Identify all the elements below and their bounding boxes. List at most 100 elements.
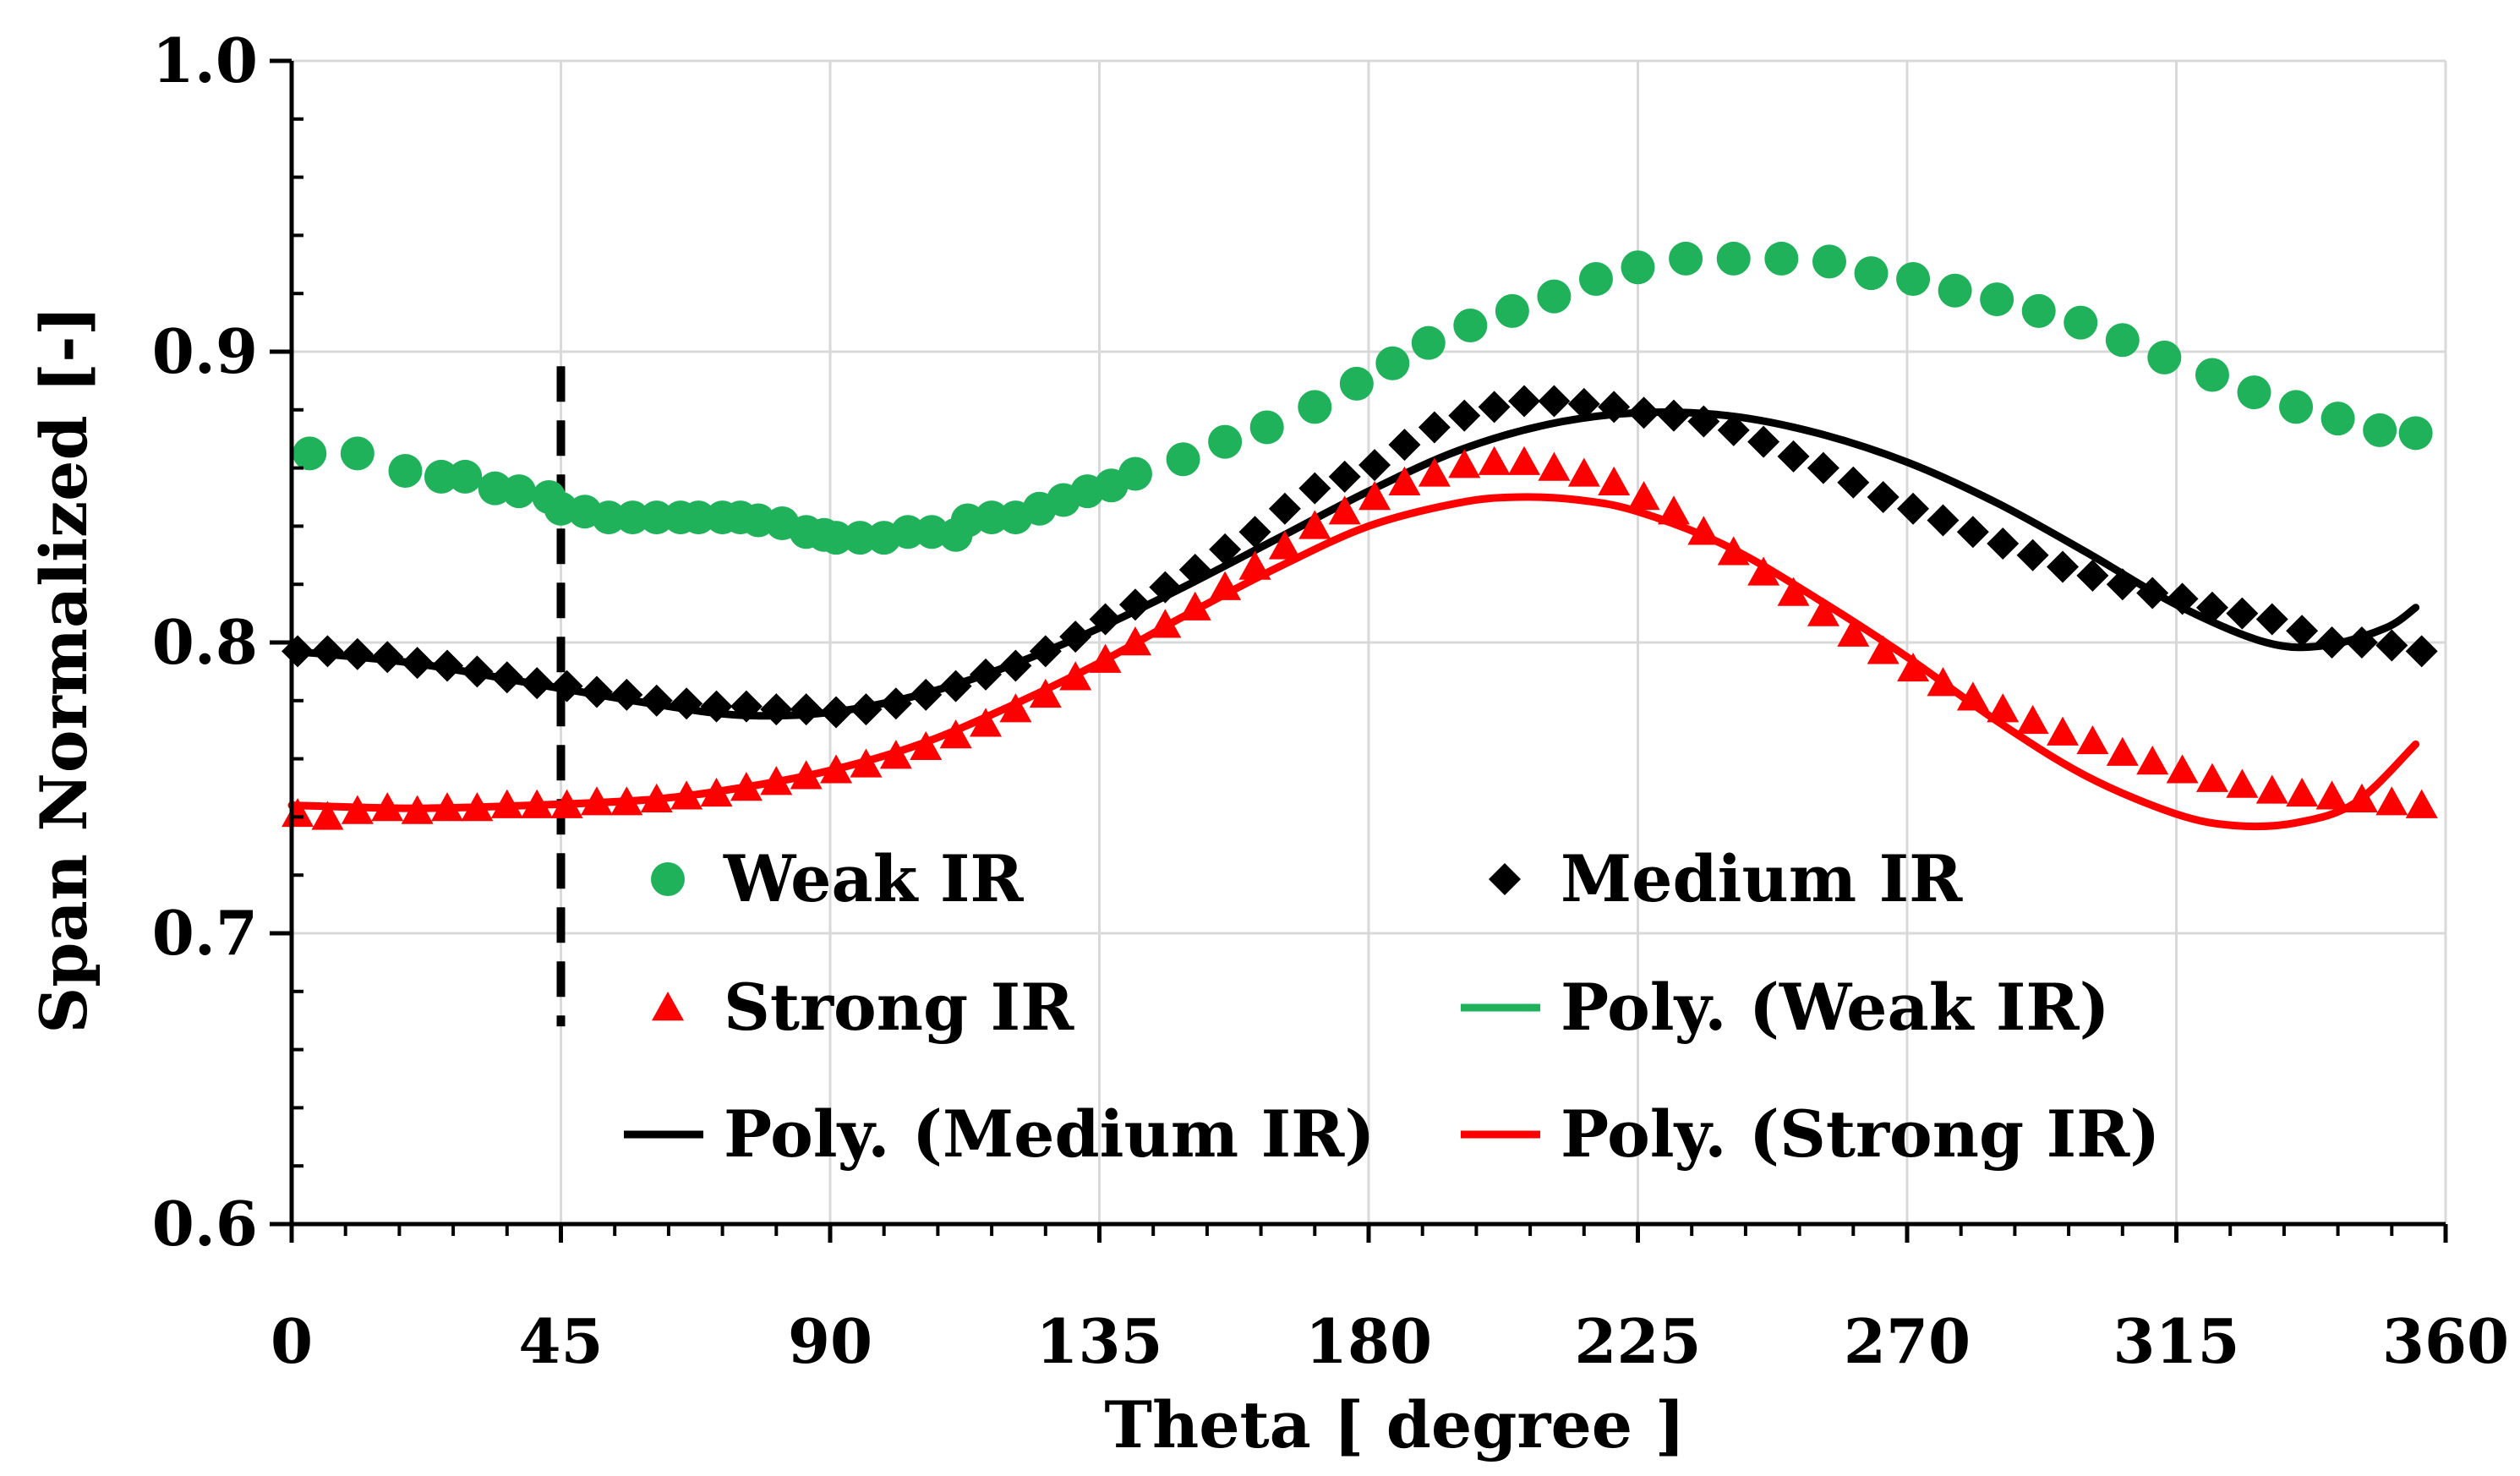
strong-ir-point — [1508, 446, 1541, 475]
weak-ir-point — [2363, 413, 2397, 447]
strong-ir-point — [1238, 550, 1271, 580]
weak-ir-point — [1716, 241, 1751, 276]
medium-ir-point — [970, 658, 1003, 691]
strong-ir-point — [1956, 681, 1989, 711]
strong-ir-point — [371, 792, 404, 822]
strong-ir-point — [2255, 774, 2288, 804]
medium-ir-point — [2226, 597, 2259, 630]
medium-ir-point — [730, 690, 763, 723]
weak-ir-point — [1118, 456, 1152, 491]
strong-ir-point — [1777, 577, 1810, 606]
medium-ir-point — [1807, 451, 1839, 484]
weak-ir-point — [1495, 293, 1529, 328]
strong-ir-point — [1298, 510, 1331, 539]
weak-ir-point — [1669, 241, 1703, 276]
medium-ir-point — [850, 693, 883, 726]
medium-ir-point — [1448, 399, 1481, 432]
medium-ir-point — [401, 647, 434, 680]
strong-ir-point — [640, 783, 673, 812]
medium-ir-point — [1059, 620, 1092, 653]
medium-ir-point — [820, 696, 853, 729]
trendline-poly-strong-ir — [287, 493, 2420, 831]
strong-ir-point — [1268, 530, 1301, 560]
x-tick-label: 0 — [271, 1305, 313, 1377]
medium-ir-point — [1238, 516, 1271, 549]
medium-ir-point — [2195, 591, 2228, 624]
medium-ir-point — [580, 675, 613, 708]
weak-ir-point — [1578, 262, 1613, 296]
medium-ir-point — [550, 670, 583, 702]
legend-swatch-weak-ir — [651, 862, 685, 896]
data-marks — [282, 241, 2438, 830]
medium-ir-point — [1149, 571, 1182, 604]
strong-ir-point — [730, 772, 763, 801]
strong-ir-point — [1538, 451, 1571, 481]
medium-ir-point — [2375, 629, 2408, 662]
strong-ir-point — [1118, 626, 1151, 656]
strong-ir-point — [2195, 763, 2228, 792]
weak-ir-point — [292, 436, 327, 471]
legend: Weak IR Medium IR Strong IR Poly. (Weak IR)… — [624, 841, 2160, 1172]
x-tick-label: 270 — [1844, 1305, 1971, 1377]
y-tick-label: 0.9 — [152, 315, 258, 387]
weak-ir-point — [501, 474, 536, 509]
strong-ir-point — [2345, 783, 2378, 812]
medium-ir-point — [879, 687, 912, 720]
medium-ir-point — [1657, 399, 1690, 432]
strong-ir-point — [820, 754, 853, 784]
medium-ir-point — [1418, 411, 1451, 444]
medium-ir-point — [341, 637, 374, 670]
weak-ir-point — [2279, 390, 2314, 424]
strong-ir-point — [1627, 481, 1660, 511]
weak-ir-point — [1208, 424, 1243, 459]
weak-ir-point — [1249, 410, 1284, 445]
medium-ir-point — [1538, 385, 1571, 418]
medium-ir-point — [1388, 429, 1421, 462]
strong-ir-point — [311, 801, 344, 830]
strong-ir-point — [580, 786, 613, 816]
weak-ir-point — [819, 521, 854, 555]
medium-ir-point — [1358, 449, 1391, 482]
weak-ir-point — [639, 500, 674, 535]
strong-ir-point — [1837, 617, 1870, 647]
strong-ir-point — [1059, 661, 1092, 691]
medium-ir-point — [1987, 528, 2020, 560]
medium-ir-point — [371, 641, 404, 674]
strong-ir-point — [700, 777, 733, 807]
strong-ir-point — [1388, 466, 1421, 495]
y-axis-title: Span Normalized [-] — [26, 305, 101, 1033]
legend-label-poly-medium-ir: Poly. (Medium IR) — [724, 1096, 1375, 1172]
weak-ir-point — [1339, 366, 1374, 401]
strong-ir-point — [1598, 466, 1631, 495]
legend-label-weak-ir: Weak IR — [723, 841, 1024, 916]
x-tick-label: 90 — [788, 1305, 872, 1377]
weak-ir-point — [1621, 250, 1655, 285]
medium-ir-point — [760, 693, 793, 726]
strong-ir-point — [610, 786, 643, 816]
weak-ir-point — [1298, 390, 1332, 424]
medium-ir-point — [1897, 492, 1930, 525]
weak-ir-point — [843, 521, 877, 555]
strong-ir-point — [2286, 777, 2319, 807]
medium-ir-point — [1328, 460, 1361, 493]
medium-ir-point — [2286, 615, 2319, 648]
medium-ir-point — [1598, 391, 1631, 424]
medium-ir-point — [1747, 425, 1780, 458]
legend-swatch-strong-ir — [652, 992, 684, 1021]
strong-ir-point — [2016, 704, 2049, 735]
medium-ir-point — [1567, 387, 1600, 420]
medium-ir-point — [2345, 626, 2378, 659]
strong-ir-point — [1897, 652, 1930, 682]
weak-ir-point — [1812, 244, 1846, 279]
medium-ir-point — [999, 649, 1032, 682]
strong-ir-point — [1807, 597, 1839, 626]
medium-ir-point — [490, 661, 523, 694]
y-tick-label: 1.0 — [152, 25, 258, 96]
strong-ir-point — [1029, 678, 1062, 708]
medium-ir-point — [2255, 603, 2288, 636]
strong-ir-point — [1867, 635, 1900, 664]
medium-ir-point — [2106, 568, 2139, 601]
medium-ir-point — [1687, 405, 1720, 438]
weak-ir-point — [2147, 340, 2182, 374]
